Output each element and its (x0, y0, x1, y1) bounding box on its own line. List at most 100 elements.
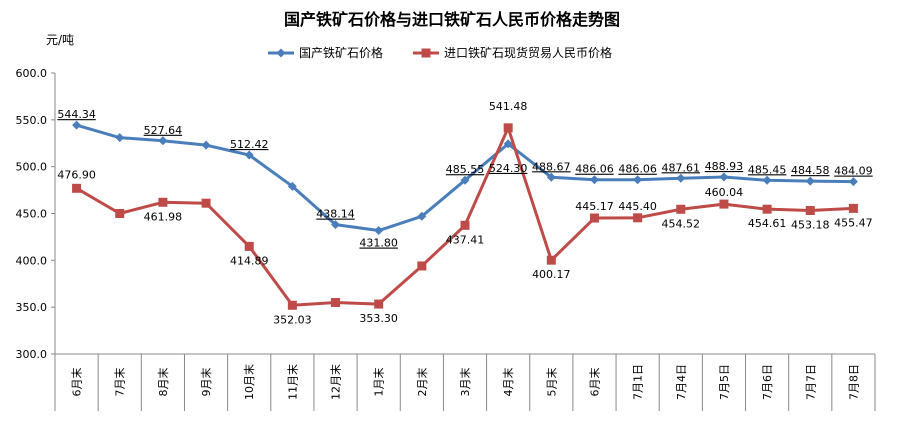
series2-data-label: 454.61 (748, 217, 787, 230)
data-point-square (417, 261, 427, 271)
data-labels: 544.34 527.64 512.42 438.14 431.80 485.55 524.… (57, 100, 872, 326)
x-tick-label: 12月末 (329, 364, 343, 400)
y-tick-label: 400.0 (16, 254, 48, 267)
x-tick-label: 7月4日 (675, 364, 688, 400)
x-tick-label: 2月末 (415, 368, 429, 397)
data-point-diamond (460, 175, 470, 185)
data-point-square (848, 203, 858, 213)
data-point-square (805, 206, 815, 216)
series2-data-label: 352.03 (273, 313, 312, 326)
legend-label-1: 国产铁矿石价格 (299, 45, 383, 60)
data-point-square (201, 198, 211, 208)
series1-data-label: 485.45 (748, 163, 787, 176)
x-tick-label: 1月末 (372, 368, 386, 397)
data-point-diamond (676, 173, 686, 183)
data-point-diamond (417, 211, 427, 221)
legend-marker-diamond (276, 48, 286, 58)
y-tick-label: 500.0 (16, 161, 48, 174)
x-tick-label: 7月5日 (718, 364, 731, 400)
data-point-diamond (287, 181, 297, 191)
series1-data-label: 544.34 (57, 108, 96, 121)
series1-data-label: 527.64 (144, 124, 183, 137)
x-tick-label: 7月8日 (847, 364, 860, 400)
y-tick-label: 600.0 (16, 67, 48, 80)
y-tick-label: 300.0 (16, 348, 48, 361)
series2-data-label: 353.30 (359, 312, 398, 325)
data-point-diamond (201, 140, 211, 150)
legend-marker-square (421, 48, 431, 58)
data-point-square (244, 241, 254, 251)
x-tick-label: 7月末 (113, 368, 127, 397)
x-tick-label: 5月末 (544, 368, 558, 397)
y-axis-unit: 元/吨 (46, 33, 74, 47)
series1-data-label: 431.80 (359, 237, 398, 250)
data-point-diamond (72, 120, 82, 130)
data-point-square (719, 199, 729, 209)
data-point-square (158, 197, 168, 207)
y-tick-label: 350.0 (16, 301, 48, 314)
data-point-diamond (633, 175, 643, 185)
data-point-square (762, 204, 772, 214)
plot-area (72, 120, 858, 310)
series1-data-label: 438.14 (316, 208, 355, 221)
data-point-square (589, 213, 599, 223)
data-point-square (546, 255, 556, 265)
series2-data-label: 455.47 (834, 216, 873, 229)
data-point-square (72, 183, 82, 193)
data-point-square (287, 300, 297, 310)
data-point-square (633, 213, 643, 223)
series1-data-label: 512.42 (230, 138, 269, 151)
series1-data-label: 484.58 (791, 164, 830, 177)
data-point-diamond (244, 150, 254, 160)
series2-data-label: 541.48 (489, 100, 528, 113)
x-tick-label: 7月7日 (804, 364, 817, 400)
series2-data-label: 437.41 (446, 233, 485, 246)
series1-data-label: 484.09 (834, 165, 873, 178)
x-tick-label: 9月末 (199, 368, 213, 397)
x-tick-label: 10月末 (242, 364, 256, 400)
series2-data-label: 460.04 (705, 186, 744, 199)
series2-data-label: 461.98 (144, 210, 183, 223)
series2-data-label: 445.17 (575, 200, 614, 213)
series1-data-label: 488.67 (532, 160, 571, 173)
chart-title: 国产铁矿石价格与进口铁矿石人民币价格走势图 (284, 10, 620, 29)
data-point-diamond (848, 177, 858, 187)
data-point-diamond (719, 172, 729, 182)
series-line-2 (75, 126, 854, 307)
series2-data-label: 453.18 (791, 219, 830, 232)
data-point-square (374, 299, 384, 309)
data-point-square (460, 220, 470, 230)
data-point-square (503, 123, 513, 133)
data-point-diamond (589, 175, 599, 185)
legend: 国产铁矿石价格 进口铁矿石现货贸易人民币价格 (268, 45, 612, 60)
series1-data-label: 524.30 (489, 162, 528, 175)
data-point-diamond (805, 176, 815, 186)
series2-data-label: 445.40 (618, 200, 657, 213)
data-point-diamond (503, 139, 513, 149)
data-point-diamond (158, 136, 168, 146)
x-tick-label: 6月末 (70, 368, 84, 397)
x-tick-label: 7月6日 (761, 364, 774, 400)
data-point-square (115, 209, 125, 218)
y-tick-label: 450.0 (16, 208, 48, 221)
series2-data-label: 414.89 (230, 254, 269, 267)
x-tick-label: 3月末 (458, 368, 472, 397)
series2-data-label: 476.90 (57, 168, 96, 181)
x-tick-label: 8月末 (156, 368, 170, 397)
x-tick-label: 7月1日 (632, 364, 645, 400)
series2-data-label: 454.52 (662, 217, 701, 230)
data-point-diamond (374, 226, 384, 236)
x-tick-label: 11月末 (285, 364, 299, 400)
data-point-square (331, 297, 341, 307)
series1-data-label: 487.61 (662, 161, 701, 174)
series1-data-label: 488.93 (705, 160, 744, 173)
series1-data-label: 486.06 (575, 163, 614, 176)
data-point-diamond (546, 172, 556, 182)
x-tick-label: 6月末 (587, 368, 601, 397)
y-tick-label: 550.0 (16, 114, 48, 127)
data-point-diamond (331, 220, 341, 230)
series1-data-label: 485.55 (446, 163, 485, 176)
data-point-diamond (115, 133, 125, 143)
data-point-diamond (762, 175, 772, 185)
